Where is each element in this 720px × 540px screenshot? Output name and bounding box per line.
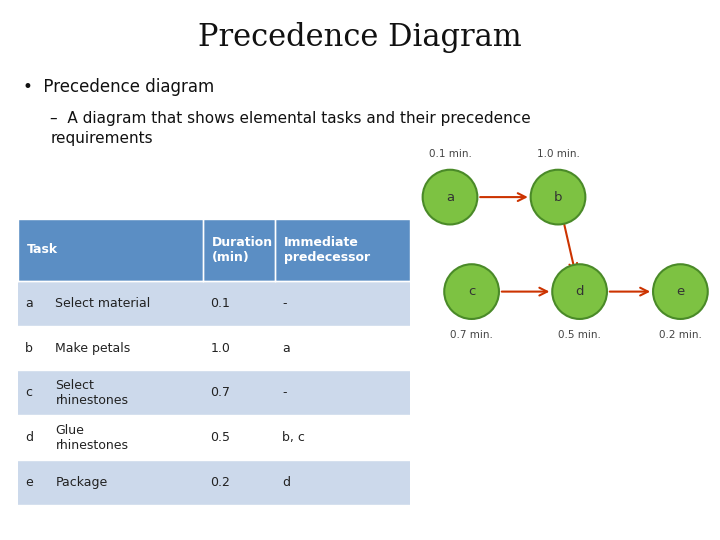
- Text: Select material: Select material: [55, 296, 150, 310]
- Text: Select
rhinestones: Select rhinestones: [55, 379, 128, 407]
- Text: -: -: [282, 386, 287, 400]
- Text: d: d: [25, 431, 33, 444]
- Text: Make petals: Make petals: [55, 341, 131, 355]
- Text: 0.7: 0.7: [210, 386, 230, 400]
- Text: 0.5 min.: 0.5 min.: [558, 330, 601, 340]
- Text: •  Precedence diagram: • Precedence diagram: [23, 78, 215, 96]
- Ellipse shape: [444, 264, 499, 319]
- Text: a: a: [282, 341, 290, 355]
- Text: Immediate
predecessor: Immediate predecessor: [284, 236, 370, 264]
- Text: b, c: b, c: [282, 431, 305, 444]
- Bar: [203, 219, 275, 281]
- Text: 0.5: 0.5: [210, 431, 230, 444]
- Text: e: e: [25, 476, 33, 489]
- Text: 1.0: 1.0: [210, 341, 230, 355]
- Ellipse shape: [653, 264, 708, 319]
- Text: b: b: [25, 341, 33, 355]
- Text: a: a: [446, 191, 454, 204]
- Text: a: a: [25, 296, 33, 310]
- Ellipse shape: [552, 264, 607, 319]
- Bar: [18, 460, 410, 505]
- Text: 0.1: 0.1: [210, 296, 230, 310]
- Text: 1.0 min.: 1.0 min.: [536, 149, 580, 159]
- Ellipse shape: [423, 170, 477, 225]
- Text: e: e: [676, 285, 685, 298]
- Text: Task: Task: [27, 243, 58, 256]
- Bar: [275, 219, 410, 281]
- Text: Glue
rhinestones: Glue rhinestones: [55, 424, 128, 451]
- Bar: [18, 415, 410, 460]
- Ellipse shape: [531, 170, 585, 225]
- Text: c: c: [25, 386, 32, 400]
- Text: 0.1 min.: 0.1 min.: [428, 149, 472, 159]
- Bar: [18, 370, 410, 415]
- Text: d: d: [575, 285, 584, 298]
- Text: -: -: [282, 296, 287, 310]
- Bar: [18, 326, 410, 370]
- Text: Duration
(min): Duration (min): [212, 236, 273, 264]
- Text: 0.7 min.: 0.7 min.: [450, 330, 493, 340]
- Bar: [18, 219, 203, 281]
- Bar: [18, 281, 410, 326]
- Text: Package: Package: [55, 476, 108, 489]
- Text: c: c: [468, 285, 475, 298]
- Text: –  A diagram that shows elemental tasks and their precedence
requirements: – A diagram that shows elemental tasks a…: [50, 111, 531, 145]
- Text: 0.2: 0.2: [210, 476, 230, 489]
- Text: b: b: [554, 191, 562, 204]
- Text: 0.2 min.: 0.2 min.: [659, 330, 702, 340]
- Text: d: d: [282, 476, 290, 489]
- Text: Precedence Diagram: Precedence Diagram: [198, 22, 522, 52]
